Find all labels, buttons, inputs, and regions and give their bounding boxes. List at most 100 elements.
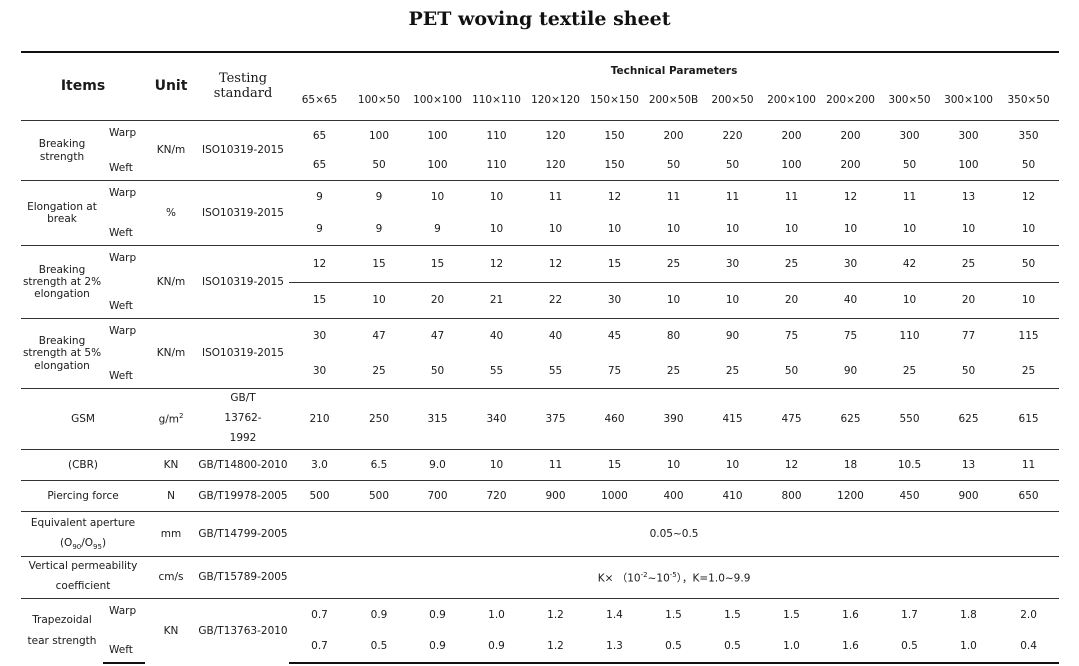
header-items: Items xyxy=(21,51,146,121)
cell-warp: 15 xyxy=(350,245,409,283)
cell-weft: 10 xyxy=(607,222,622,235)
cell-value: 390 xyxy=(644,388,704,450)
value-text: ），K=1.0~9.9 xyxy=(676,572,751,585)
cell-value: 210 xyxy=(289,388,351,450)
spec-table: Items Unit Testing standard Technical Pa… xyxy=(21,51,1060,665)
cell-warp: 10 xyxy=(408,180,468,213)
cell-weft: 100 xyxy=(781,159,802,172)
cell-value: 18 xyxy=(821,448,881,481)
cell-weft: 50 xyxy=(372,159,386,172)
unit-text: g/m xyxy=(158,413,179,426)
row-standard: GB/T13763-2010 xyxy=(197,597,290,664)
spec-header: 200×50B xyxy=(648,93,699,106)
cell-warp: 115 xyxy=(998,318,1060,354)
spec-header: 100×50 xyxy=(357,93,401,106)
value-text: K× （10 xyxy=(597,572,641,585)
row-item: GSM xyxy=(21,388,146,450)
cell-value: 10.5 xyxy=(880,448,940,481)
item-text: (O xyxy=(59,536,73,549)
cell-weft: 0.9 xyxy=(467,630,527,665)
cell-weft: 0.5 xyxy=(644,630,704,665)
cell-value: 650 xyxy=(998,479,1060,512)
sub-label-weft: Weft xyxy=(103,630,146,665)
cell-warp: 1.0 xyxy=(467,597,527,631)
sub-label-weft: Weft xyxy=(109,299,133,312)
item-text: /O xyxy=(81,536,94,549)
cell-weft: 1.6 xyxy=(821,630,881,665)
cell-weft: 25 xyxy=(902,364,917,377)
cell-weft: 50 xyxy=(430,364,445,377)
cell-value: 720 xyxy=(467,479,527,512)
cell-weft: 0.5 xyxy=(880,630,940,665)
cell-weft: 22 xyxy=(526,282,586,319)
cell-value: 375 xyxy=(526,388,586,450)
cell-value: 900 xyxy=(526,479,586,512)
row-item: Piercing force xyxy=(21,479,146,512)
cell-warp: 12 xyxy=(467,245,527,283)
merged-value: K× （10-2~10-5），K=1.0~9.9 xyxy=(289,555,1060,599)
cell-warp: 25 xyxy=(644,245,704,283)
cell-weft: 0.5 xyxy=(703,630,763,665)
row-standard: GB/T15789-2005 xyxy=(197,555,290,599)
spec-header: 150×150 xyxy=(590,93,639,106)
cell-weft: 21 xyxy=(467,282,527,319)
cell-warp: 12 xyxy=(998,180,1060,213)
cell-warp: 40 xyxy=(467,318,527,354)
cell-weft: 30 xyxy=(312,364,327,377)
row-standard: GB/T14799-2005 xyxy=(197,510,290,557)
sub-label-warp: Warp xyxy=(103,318,146,354)
row-item: Breaking strength at 5% elongation xyxy=(21,318,103,389)
cell-value: 12 xyxy=(762,448,822,481)
item-subscript: 90 xyxy=(72,542,82,551)
cell-warp: 1.2 xyxy=(526,597,586,631)
cell-warp: 1.6 xyxy=(821,597,881,631)
cell-warp: 50 xyxy=(998,245,1060,283)
cell-weft: 10 xyxy=(784,222,799,235)
cell-value: 3.0 xyxy=(289,448,351,481)
cell-value: 1000 xyxy=(585,479,645,512)
row-standard: ISO10319-2015 xyxy=(197,245,290,319)
cell-warp: 200 xyxy=(644,120,704,151)
cell-warp: 30 xyxy=(821,245,881,283)
cell-weft: 10 xyxy=(961,222,976,235)
cell-warp: 15 xyxy=(585,245,645,283)
row-unit: % xyxy=(145,180,198,246)
cell-weft: 50 xyxy=(961,364,976,377)
cell-value: 10 xyxy=(467,448,527,481)
cell-weft: 200 xyxy=(840,159,861,172)
cell-weft: 1.0 xyxy=(939,630,999,665)
value-text: ~10 xyxy=(647,572,670,585)
cell-weft: 150 xyxy=(604,159,625,172)
sub-label-warp: Warp xyxy=(103,120,146,151)
cell-warp: 40 xyxy=(526,318,586,354)
cell-warp: 11 xyxy=(880,180,940,213)
cell-warp: 12 xyxy=(526,245,586,283)
cell-weft: 55 xyxy=(548,364,563,377)
row-standard: ISO10319-2015 xyxy=(197,318,290,389)
cell-weft: 50 xyxy=(902,159,917,172)
cell-value: 1200 xyxy=(821,479,881,512)
cell-warp: 1.8 xyxy=(939,597,999,631)
cell-warp: 1.4 xyxy=(585,597,645,631)
row-unit: cm/s xyxy=(145,555,198,599)
cell-warp: 30 xyxy=(289,318,351,354)
cell-warp: 25 xyxy=(762,245,822,283)
cell-warp: 12 xyxy=(585,180,645,213)
cell-weft: 40 xyxy=(821,282,881,319)
spec-header: 350×50 xyxy=(1007,93,1050,106)
row-standard: GB/T 13762-1992 xyxy=(197,388,290,450)
cell-warp: 100 xyxy=(408,120,468,151)
value-superscript: -5 xyxy=(669,570,677,579)
cell-weft: 1.0 xyxy=(762,630,822,665)
cell-warp: 9 xyxy=(289,180,351,213)
cell-weft: 20 xyxy=(408,282,468,319)
cell-warp: 200 xyxy=(762,120,822,151)
cell-value: 6.5 xyxy=(350,448,409,481)
cell-weft: 10 xyxy=(644,282,704,319)
cell-warp: 1.5 xyxy=(703,597,763,631)
cell-value: 625 xyxy=(821,388,881,450)
cell-weft: 10 xyxy=(902,222,917,235)
row-standard: ISO10319-2015 xyxy=(197,120,290,181)
cell-weft: 1.2 xyxy=(526,630,586,665)
cell-value: 340 xyxy=(467,388,527,450)
